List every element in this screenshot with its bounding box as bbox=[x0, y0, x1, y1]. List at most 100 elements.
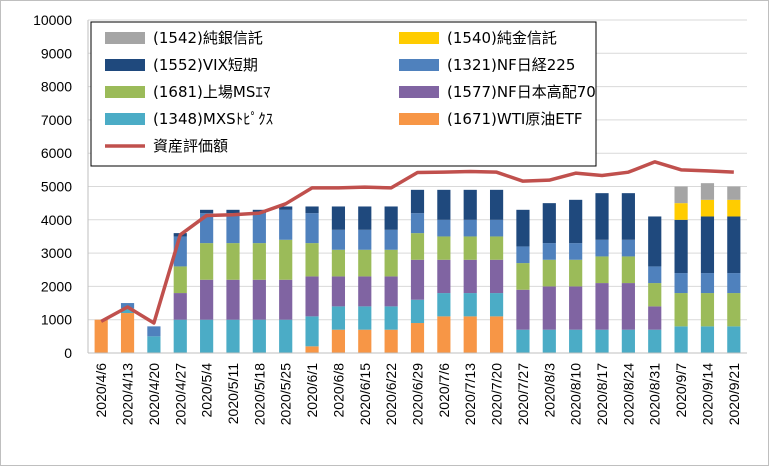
legend-label: (1321)NF日経225 bbox=[447, 56, 575, 74]
bar-segment bbox=[331, 329, 346, 353]
bar-segment bbox=[252, 243, 266, 280]
bar-segment bbox=[331, 306, 346, 330]
bar-segment bbox=[226, 243, 240, 280]
bar-segment bbox=[463, 219, 477, 237]
bar-segment bbox=[700, 216, 715, 274]
x-tick-label: 2020/6/22 bbox=[383, 363, 399, 425]
bar-segment bbox=[674, 203, 688, 220]
x-tick-label: 2020/7/13 bbox=[462, 363, 478, 425]
x-tick-label: 2020/5/18 bbox=[251, 363, 267, 425]
bar-segment bbox=[516, 263, 530, 290]
bar-segment bbox=[463, 293, 477, 317]
bar-segment bbox=[252, 319, 266, 353]
bar-segment bbox=[489, 236, 504, 260]
bar-segment bbox=[463, 189, 477, 220]
x-tick-label: 2020/8/10 bbox=[568, 363, 584, 425]
bar-segment bbox=[410, 259, 425, 300]
legend-swatch bbox=[105, 113, 145, 125]
x-tick-label: 2020/5/11 bbox=[225, 363, 241, 424]
bar-segment bbox=[173, 266, 187, 294]
bar-segment bbox=[648, 266, 662, 284]
bar-segment bbox=[700, 326, 715, 353]
x-tick-label: 2020/5/4 bbox=[199, 363, 215, 418]
bar-segment bbox=[226, 213, 240, 244]
bar-segment bbox=[410, 213, 425, 234]
x-tick-label: 2020/4/6 bbox=[93, 363, 109, 418]
bar-segment bbox=[305, 213, 319, 244]
legend-label: (1671)WTI原油ETF bbox=[447, 110, 583, 128]
bar-segment bbox=[305, 316, 319, 347]
x-tick-label: 2020/8/31 bbox=[647, 363, 663, 425]
bar-segment bbox=[279, 209, 293, 240]
bar-segment bbox=[173, 319, 187, 353]
bar-segment bbox=[648, 216, 662, 267]
legend-label: (1542)純銀信託 bbox=[153, 29, 263, 47]
bar-segment bbox=[516, 246, 530, 264]
legend-swatch bbox=[105, 59, 145, 71]
x-tick-label: 2020/5/25 bbox=[278, 363, 294, 425]
bar-segment bbox=[674, 186, 688, 204]
bar-segment bbox=[595, 239, 609, 257]
bar-segment bbox=[331, 249, 346, 277]
bar-segment bbox=[595, 193, 609, 240]
bar-segment bbox=[463, 259, 477, 294]
x-tick-label: 2020/8/17 bbox=[594, 363, 610, 425]
bar-segment bbox=[489, 259, 504, 294]
x-tick-label: 2020/4/13 bbox=[120, 363, 136, 425]
bars bbox=[94, 183, 741, 353]
legend: (1542)純銀信託 (1540)純金信託 (1552)VIX短期 (1321)NF日… bbox=[90, 21, 597, 167]
bar-segment bbox=[727, 273, 741, 294]
x-tick-label: 2020/9/21 bbox=[726, 363, 742, 425]
x-tick-label: 2020/4/20 bbox=[146, 363, 162, 425]
bar-segment bbox=[516, 329, 530, 353]
bar-segment bbox=[384, 276, 398, 307]
bar-segment bbox=[595, 256, 609, 284]
bar-segment bbox=[542, 329, 556, 353]
y-tick-label: 5000 bbox=[41, 179, 72, 195]
x-tick-label: 2020/8/3 bbox=[541, 363, 557, 418]
bar-segment bbox=[410, 299, 425, 324]
bar-segment bbox=[410, 189, 425, 214]
bar-segment bbox=[331, 206, 346, 230]
bar-segment bbox=[542, 243, 556, 260]
bar-segment bbox=[674, 326, 688, 353]
bar-segment bbox=[437, 189, 451, 220]
bar-segment bbox=[489, 293, 504, 317]
bar-segment bbox=[120, 308, 135, 314]
bar-segment bbox=[463, 316, 477, 353]
bar-segment bbox=[542, 286, 556, 330]
bar-segment bbox=[516, 289, 530, 330]
bar-segment bbox=[569, 259, 583, 287]
bar-segment bbox=[648, 329, 662, 353]
bar-segment bbox=[569, 199, 583, 244]
bar-segment bbox=[358, 206, 372, 230]
legend-swatch bbox=[105, 86, 145, 98]
legend-swatch bbox=[105, 32, 145, 44]
y-tick-label: 3000 bbox=[41, 245, 72, 261]
legend-swatch bbox=[399, 86, 439, 98]
x-tick-label: 2020/6/15 bbox=[357, 363, 373, 425]
legend-label: (1540)純金信託 bbox=[447, 29, 557, 47]
bar-segment bbox=[120, 313, 135, 353]
bar-segment bbox=[147, 336, 161, 353]
bar-segment bbox=[621, 329, 635, 353]
x-tick-label: 2020/4/27 bbox=[172, 363, 188, 425]
bar-segment bbox=[489, 219, 504, 237]
legend-swatch bbox=[399, 59, 439, 71]
bar-segment bbox=[569, 243, 583, 260]
bar-segment bbox=[727, 326, 741, 353]
bar-segment bbox=[516, 209, 530, 247]
bar-segment bbox=[463, 236, 477, 260]
x-tick-label: 2020/6/29 bbox=[410, 363, 426, 425]
bar-segment bbox=[700, 183, 715, 200]
bar-segment bbox=[384, 329, 398, 353]
bar-segment bbox=[595, 329, 609, 353]
bar-segment bbox=[226, 209, 240, 214]
y-tick-label: 7000 bbox=[41, 112, 72, 128]
bar-segment bbox=[305, 243, 319, 277]
bar-segment bbox=[489, 316, 504, 353]
bar-segment bbox=[384, 306, 398, 330]
bar-segment bbox=[252, 213, 266, 244]
